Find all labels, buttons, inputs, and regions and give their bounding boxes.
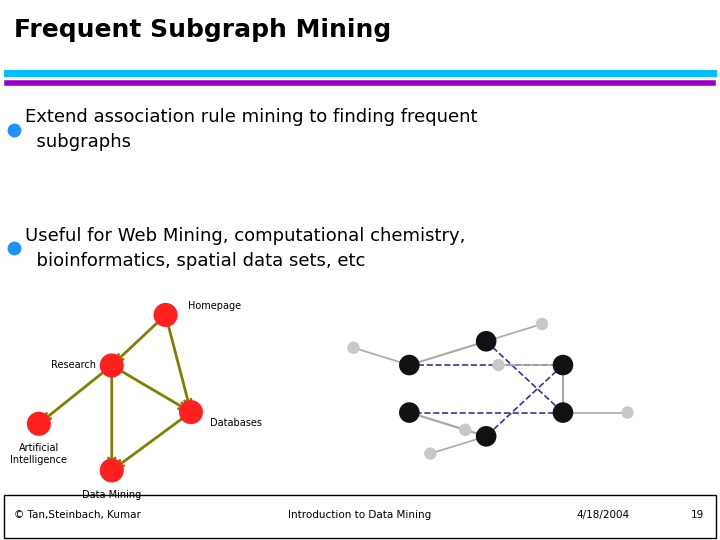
Text: 4/18/2004: 4/18/2004 bbox=[576, 510, 629, 519]
Point bbox=[404, 361, 415, 369]
Point bbox=[459, 426, 471, 434]
Point bbox=[480, 432, 492, 441]
Point bbox=[33, 420, 45, 428]
Text: Data Mining: Data Mining bbox=[82, 490, 141, 500]
Point bbox=[425, 449, 436, 458]
Point bbox=[621, 408, 633, 417]
Point bbox=[160, 310, 171, 319]
Point bbox=[348, 343, 359, 352]
Text: Introduction to Data Mining: Introduction to Data Mining bbox=[289, 510, 431, 519]
Point bbox=[536, 320, 548, 328]
Text: Artificial
Intelligence: Artificial Intelligence bbox=[10, 443, 68, 465]
Point bbox=[492, 361, 504, 369]
Point bbox=[557, 361, 569, 369]
Text: Homepage: Homepage bbox=[188, 301, 241, 311]
Point bbox=[8, 125, 19, 134]
Point bbox=[106, 361, 117, 370]
Point bbox=[8, 244, 19, 253]
Text: Useful for Web Mining, computational chemistry,
  bioinformatics, spatial data s: Useful for Web Mining, computational che… bbox=[25, 227, 465, 270]
Point bbox=[185, 408, 197, 416]
Text: Frequent Subgraph Mining: Frequent Subgraph Mining bbox=[14, 17, 392, 42]
Text: Databases: Databases bbox=[210, 418, 262, 428]
Text: 19: 19 bbox=[691, 510, 704, 519]
Point bbox=[557, 408, 569, 417]
Point bbox=[106, 466, 117, 475]
Point bbox=[404, 408, 415, 417]
Text: Extend association rule mining to finding frequent
  subgraphs: Extend association rule mining to findin… bbox=[25, 108, 477, 151]
Point bbox=[480, 337, 492, 346]
Text: © Tan,Steinbach, Kumar: © Tan,Steinbach, Kumar bbox=[14, 510, 141, 519]
Text: Research: Research bbox=[51, 361, 96, 370]
